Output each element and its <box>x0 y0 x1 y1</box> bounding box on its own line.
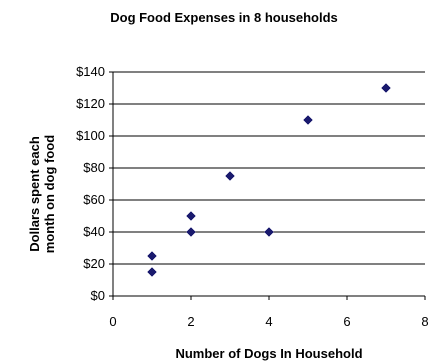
y-tick-label: $40 <box>83 224 105 239</box>
data-point <box>225 171 235 181</box>
data-points <box>147 83 391 277</box>
x-tick-labels: 0 2 4 6 8 <box>109 314 428 329</box>
data-point <box>186 211 196 221</box>
x-axis-title: Number of Dogs In Household <box>175 346 362 361</box>
chart-title: Dog Food Expenses in 8 households <box>110 10 338 25</box>
data-point <box>264 227 274 237</box>
axes-layer <box>109 71 426 300</box>
y-tick-label: $20 <box>83 256 105 271</box>
x-tick-label: 4 <box>265 314 272 329</box>
y-tick-label: $80 <box>83 160 105 175</box>
y-tick-label: $140 <box>76 64 105 79</box>
grid-layer <box>113 71 425 297</box>
y-tick-label: $100 <box>76 128 105 143</box>
x-tick-label: 0 <box>109 314 116 329</box>
data-point <box>147 267 157 277</box>
y-tick-label: $120 <box>76 96 105 111</box>
x-tick-label: 8 <box>421 314 428 329</box>
data-point <box>303 115 313 125</box>
x-tick-label: 2 <box>187 314 194 329</box>
y-axis-title: Dollars spent each month on dog food <box>27 135 57 253</box>
y-axis-title-line-2: month on dog food <box>42 135 57 253</box>
data-point <box>381 83 391 93</box>
data-point <box>147 251 157 261</box>
x-tick-label: 6 <box>343 314 350 329</box>
y-axis-title-line-1: Dollars spent each <box>27 136 42 252</box>
y-tick-labels: $0 $20 $40 $60 $80 $100 $120 $140 <box>76 64 105 303</box>
y-tick-label: $0 <box>91 288 105 303</box>
data-point <box>186 227 196 237</box>
y-tick-label: $60 <box>83 192 105 207</box>
